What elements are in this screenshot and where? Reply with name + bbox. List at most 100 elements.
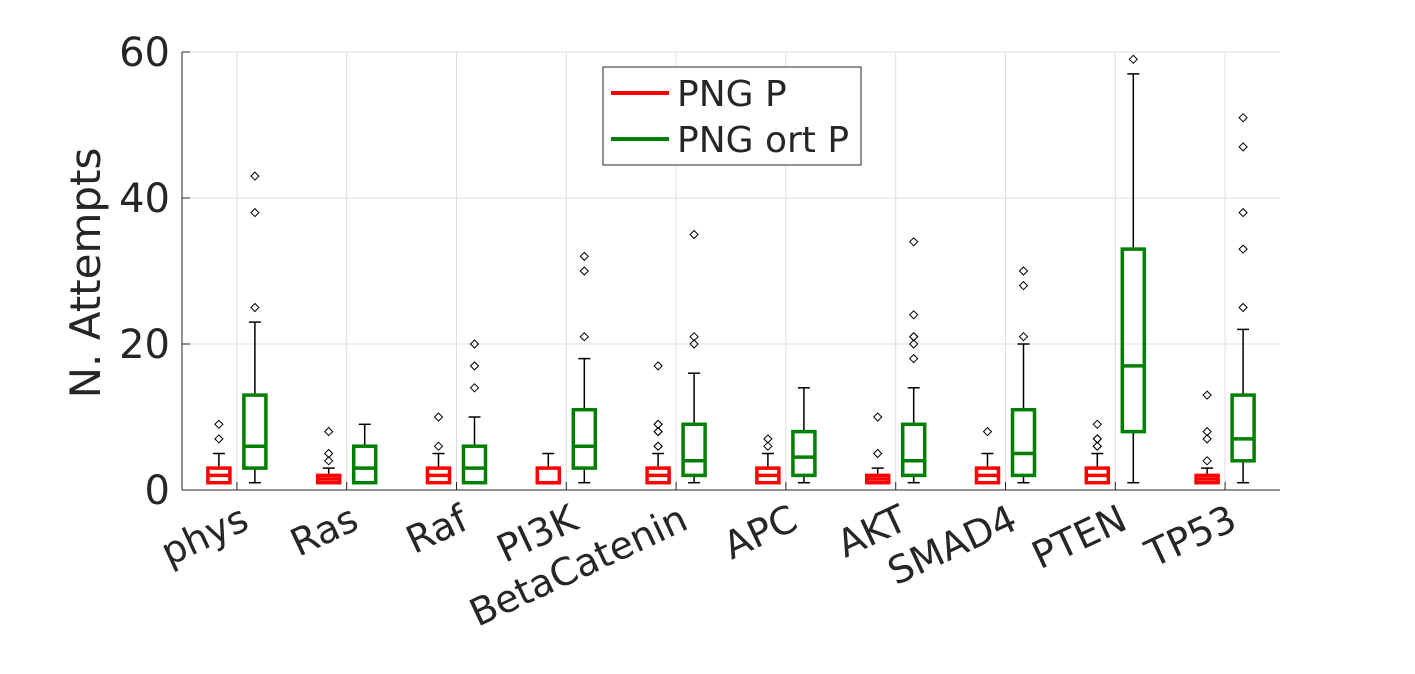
outlier-point [469,383,480,393]
box-PTEN-series-1 [1084,419,1111,485]
box-SMAD4-series-2 [1010,266,1037,484]
outlier-point [763,434,773,444]
outlier-point [908,339,919,349]
axes [181,51,1280,491]
x-tick-label: Ras [284,496,365,565]
outlier-point [323,448,334,459]
outlier-point [469,339,480,349]
box-PI3K-series-1 [535,452,562,485]
outlier-point [653,361,663,371]
outlier-point [1018,280,1029,291]
outlier-point [1238,142,1248,152]
outlier-point [323,456,334,466]
box-phys-series-2 [242,171,268,484]
box-APC-series-2 [791,387,817,484]
y-axis-label: N. Attempts [61,148,110,399]
box-iqr [351,444,378,485]
outlier-point [872,412,883,422]
y-tick-label: 20 [119,322,170,368]
outlier-point [1092,434,1103,444]
box-TP53-series-1 [1194,390,1220,485]
outlier-point [433,441,444,451]
outlier-point [653,441,663,451]
outlier-point [579,266,590,276]
legend-entry-label: PNG P [677,74,787,115]
outlier-point [1128,54,1139,65]
outlier-point [1238,207,1248,218]
y-tick-label: 40 [119,176,170,222]
outlier-point [579,251,590,262]
legend: PNG P PNG ort P [602,66,862,166]
outlier-point [1202,456,1212,466]
box-AKT-series-1 [864,412,891,485]
outlier-point [1018,331,1029,342]
box-BetaCatenin-series-1 [645,361,671,485]
box-iqr [900,422,927,478]
box-iqr [1120,247,1147,434]
outlier-point [653,426,663,437]
box-iqr [791,429,817,478]
outlier-point [250,302,260,313]
box-SMAD4-series-1 [974,426,1001,485]
outlier-point [433,412,444,422]
x-tick-label: TP53 [1138,496,1243,576]
y-tick-label: 0 [145,468,170,514]
outlier-point [469,361,480,371]
outlier-point [1092,441,1103,451]
outlier-point [1238,112,1248,123]
outlier-point [214,419,224,430]
x-tick-label: Raf [399,496,475,563]
box-Ras-series-2 [351,423,378,485]
outlier-point [908,353,919,364]
outlier-point [1202,390,1212,400]
outlier-point [1202,434,1212,444]
x-tick-label: PTEN [1025,496,1133,578]
outlier-point [908,331,919,342]
outlier-point [1238,244,1248,254]
outlier-point [689,331,699,342]
legend-entry-label: PNG ort P [677,120,849,161]
outlier-point [908,310,919,320]
box-Raf-series-1 [425,412,452,485]
outlier-point [250,171,260,181]
x-tick-label: SMAD4 [881,496,1023,593]
outlier-point [763,441,773,451]
grid-lines [182,51,1280,491]
box-iqr [1010,407,1037,478]
box-iqr [1230,393,1256,463]
box-PI3K-series-2 [571,251,598,484]
outlier-point [323,426,334,437]
box-Ras-series-1 [315,426,342,485]
box-iqr [535,466,562,485]
outlier-point [653,419,663,430]
outlier-point [653,441,663,451]
outlier-point [1238,302,1248,313]
outlier-point [1202,426,1212,437]
box-AKT-series-2 [900,237,927,484]
x-tick-label: BetaCatenin [463,496,694,635]
box-BetaCatenin-series-2 [681,229,707,484]
y-tick-label: 60 [119,30,170,76]
box-iqr [242,393,268,470]
outlier-point [689,229,699,240]
outlier-point [689,339,699,349]
legend-box [602,66,862,166]
box-TP53-series-2 [1230,112,1256,484]
outlier-point [214,434,224,444]
outlier-point [1092,419,1103,430]
outlier-point [250,207,260,218]
box-groups [206,54,1256,485]
x-tick-label: APC [717,496,804,568]
outlier-point [908,237,919,247]
outlier-point [982,426,993,437]
box-PTEN-series-2 [1120,54,1147,484]
outlier-point [1018,266,1029,276]
box-iqr [461,444,488,485]
outlier-point [579,331,590,342]
box-Raf-series-2 [461,339,488,485]
box-phys-series-1 [206,419,232,485]
box-APC-series-1 [755,434,781,485]
outlier-point [872,448,883,459]
box-iqr [681,422,707,478]
